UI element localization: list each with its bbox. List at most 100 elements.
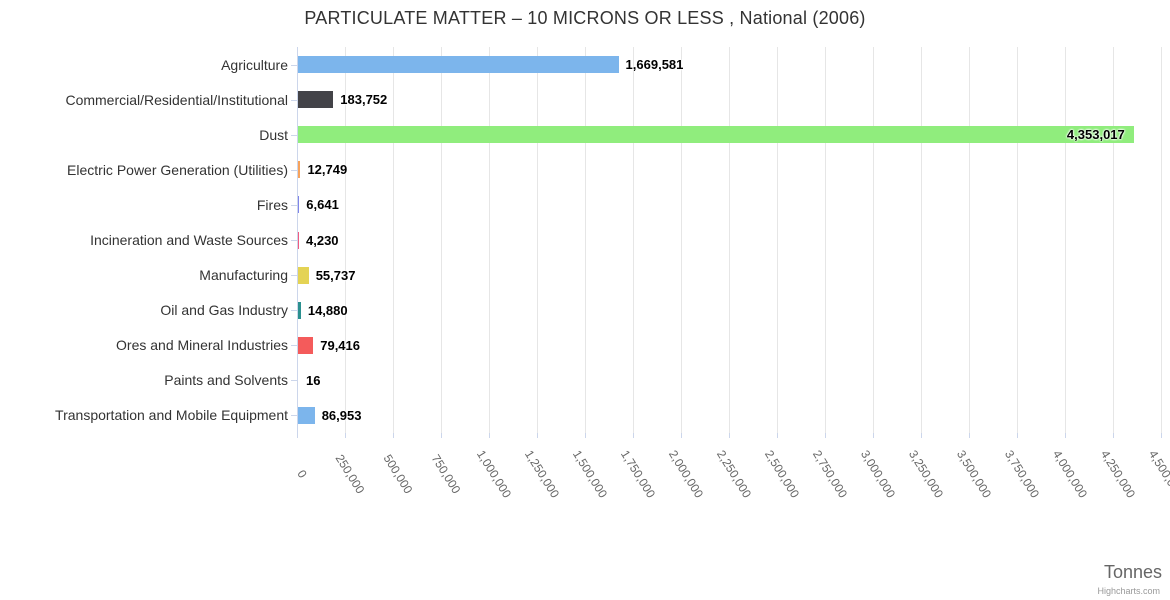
bar-value-label: 55,737 — [315, 267, 356, 283]
x-axis-tick — [873, 433, 874, 438]
x-axis-tick — [393, 433, 394, 438]
category-tick — [291, 135, 297, 136]
x-axis-label: 1,750,000 — [617, 447, 659, 501]
category-tick — [291, 100, 297, 101]
x-axis-tick — [777, 433, 778, 438]
x-grid-line — [1017, 47, 1018, 433]
category-axis-line — [297, 47, 298, 434]
category-label: Ores and Mineral Industries — [116, 337, 288, 354]
category-tick — [291, 275, 297, 276]
axis-title-tonnes: Tonnes — [1103, 562, 1162, 582]
category-label: Oil and Gas Industry — [160, 302, 288, 319]
bar-value-label: 12,749 — [307, 162, 348, 178]
x-grid-line — [729, 47, 730, 433]
bar[interactable] — [298, 126, 1134, 144]
x-grid-line — [1113, 47, 1114, 433]
x-grid-line — [585, 47, 586, 433]
x-axis-tick — [345, 433, 346, 438]
bar-value-label: 1,669,581 — [625, 57, 684, 73]
x-axis-label: 4,000,000 — [1049, 447, 1091, 501]
x-axis-tick — [729, 433, 730, 438]
x-grid-line — [921, 47, 922, 433]
category-tick — [291, 380, 297, 381]
bar-value-label: 16 — [306, 372, 321, 388]
x-axis-label: 2,500,000 — [761, 447, 803, 501]
x-axis-tick — [1161, 433, 1162, 438]
x-axis-label: 2,750,000 — [809, 447, 851, 501]
x-axis-label: 3,500,000 — [953, 447, 995, 501]
bar-value-label: 4,353,017 — [1066, 127, 1125, 143]
category-label: Electric Power Generation (Utilities) — [67, 161, 288, 178]
bar[interactable] — [298, 406, 315, 424]
x-axis-tick — [297, 433, 298, 438]
x-axis-tick — [633, 433, 634, 438]
x-axis-label: 1,250,000 — [521, 447, 563, 501]
x-axis-label: 750,000 — [428, 451, 464, 497]
x-grid-line — [777, 47, 778, 433]
category-label: Dust — [259, 126, 288, 143]
bar[interactable] — [298, 56, 619, 74]
category-tick — [291, 415, 297, 416]
category-label: Agriculture — [221, 56, 288, 73]
bar-value-label: 14,880 — [307, 302, 348, 318]
x-axis-label: 2,250,000 — [713, 447, 755, 501]
category-tick — [291, 240, 297, 241]
x-grid-line — [1161, 47, 1162, 433]
x-axis-tick — [825, 433, 826, 438]
category-tick — [291, 205, 297, 206]
x-axis-label: 1,500,000 — [569, 447, 611, 501]
x-grid-line — [825, 47, 826, 433]
x-axis-tick — [681, 433, 682, 438]
x-axis-label: 4,250,000 — [1097, 447, 1139, 501]
highcharts-credit-link[interactable]: Highcharts.com — [1097, 586, 1160, 596]
x-axis-label: 4,500,000 — [1145, 447, 1170, 501]
bar[interactable] — [298, 91, 334, 109]
x-axis-label: 3,250,000 — [905, 447, 947, 501]
x-axis-label: 3,000,000 — [857, 447, 899, 501]
x-axis-tick — [585, 433, 586, 438]
category-label: Manufacturing — [199, 267, 288, 284]
x-axis-label: 0 — [294, 467, 310, 481]
bar[interactable] — [298, 196, 300, 214]
category-label: Commercial/Residential/Institutional — [65, 91, 288, 108]
x-axis-tick — [441, 433, 442, 438]
x-axis-tick — [1113, 433, 1114, 438]
bar[interactable] — [298, 266, 309, 284]
x-axis-tick — [537, 433, 538, 438]
category-tick — [291, 170, 297, 171]
x-grid-line — [1065, 47, 1066, 433]
x-axis-tick — [489, 433, 490, 438]
bar[interactable] — [298, 231, 299, 249]
bar[interactable] — [298, 161, 301, 179]
x-axis-label: 2,000,000 — [665, 447, 707, 501]
x-grid-line — [489, 47, 490, 433]
category-tick — [291, 65, 297, 66]
x-grid-line — [393, 47, 394, 433]
x-axis-label: 250,000 — [332, 451, 368, 497]
x-grid-line — [969, 47, 970, 433]
x-axis-tick — [1017, 433, 1018, 438]
x-axis-tick — [921, 433, 922, 438]
x-axis-tick — [1065, 433, 1066, 438]
bar[interactable] — [298, 301, 301, 319]
x-axis-label: 3,750,000 — [1001, 447, 1043, 501]
category-tick — [291, 345, 297, 346]
x-axis-label: 1,000,000 — [473, 447, 515, 501]
x-grid-line — [873, 47, 874, 433]
bar-value-label: 6,641 — [306, 197, 339, 213]
category-label: Paints and Solvents — [164, 372, 288, 389]
x-grid-line — [537, 47, 538, 433]
x-grid-line — [345, 47, 346, 433]
x-grid-line — [441, 47, 442, 433]
x-grid-line — [681, 47, 682, 433]
category-label: Fires — [256, 196, 288, 213]
x-axis-tick — [969, 433, 970, 438]
category-label: Transportation and Mobile Equipment — [55, 407, 288, 424]
bar[interactable] — [298, 336, 314, 354]
chart-title: PARTICULATE MATTER – 10 MICRONS OR LESS … — [304, 8, 866, 28]
category-label: Incineration and Waste Sources — [90, 232, 288, 248]
x-axis-label: 500,000 — [380, 451, 416, 497]
bar-value-label: 183,752 — [340, 92, 388, 108]
bar-value-label: 79,416 — [320, 337, 360, 353]
